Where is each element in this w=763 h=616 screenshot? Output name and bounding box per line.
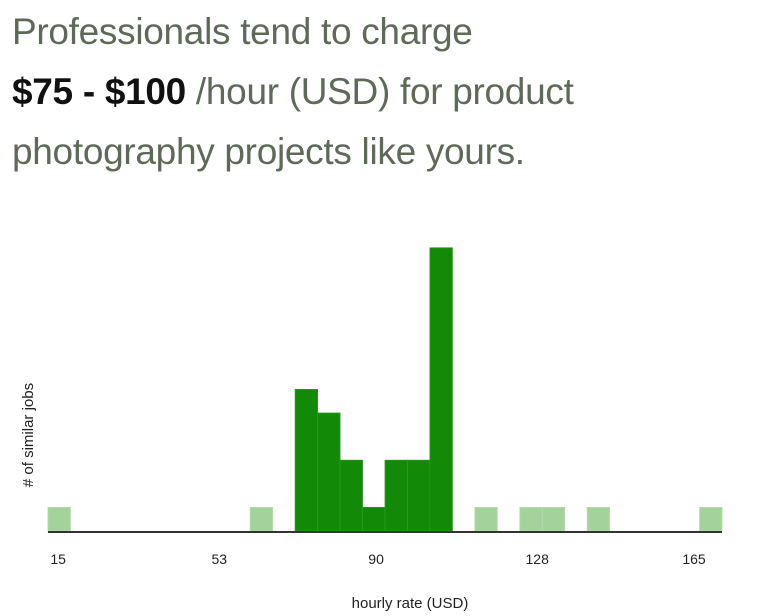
x-tick-label: 53 — [211, 551, 227, 567]
x-axis-label: hourly rate (USD) — [352, 595, 469, 612]
x-ticks-group: 15 53 90 128 165 — [50, 551, 706, 567]
headline-line-3: photography projects like yours. — [12, 131, 525, 172]
histogram-bar — [317, 412, 341, 532]
rate-headline: Professionals tend to charge $75 - $100 … — [12, 2, 752, 182]
x-tick-label: 165 — [682, 551, 706, 567]
histogram-bar — [429, 247, 453, 532]
bars-group — [47, 247, 723, 532]
histogram-bar — [586, 506, 611, 532]
headline-line-2: $75 - $100 /hour (USD) for product — [12, 62, 752, 122]
x-tick-label: 15 — [50, 551, 66, 567]
x-tick-label: 128 — [526, 551, 550, 567]
histogram-bar — [339, 459, 363, 532]
histogram-bar — [47, 506, 71, 532]
x-tick-label: 90 — [368, 551, 384, 567]
histogram-bar — [294, 388, 318, 532]
y-axis-label: # of similar jobs — [20, 383, 37, 487]
histogram-bar — [541, 506, 566, 532]
rate-range: $75 - $100 — [12, 71, 186, 112]
headline-line-1: Professionals tend to charge — [12, 11, 473, 52]
histogram-bar — [249, 506, 274, 532]
histogram-bar — [407, 459, 431, 532]
histogram-bar — [519, 506, 543, 532]
histogram-bar — [699, 506, 723, 532]
histogram-bar — [474, 506, 498, 532]
histogram-bar — [362, 506, 386, 532]
histogram-bar — [384, 459, 408, 532]
rate-unit-text: /hour (USD) for product — [185, 71, 574, 112]
